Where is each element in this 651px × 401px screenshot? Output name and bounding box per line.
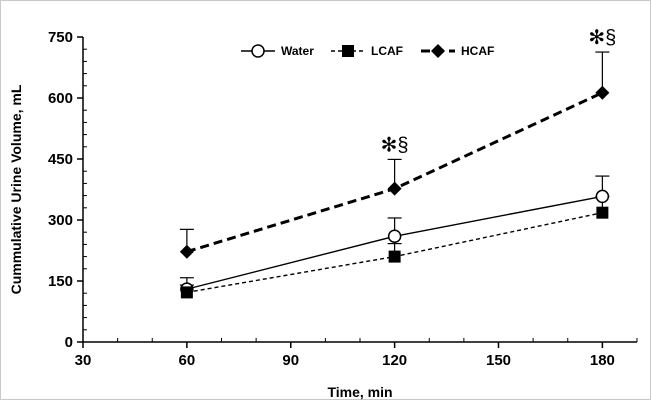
lcaf-data-point bbox=[180, 286, 193, 299]
x-tick-label: 30 bbox=[75, 352, 92, 369]
lcaf-data-point bbox=[388, 250, 401, 263]
y-axis-title: Cummulative Urine Volume, mL bbox=[8, 84, 24, 294]
hcaf-legend-label: HCAF bbox=[461, 44, 494, 58]
x-tick-label: 60 bbox=[179, 352, 196, 369]
y-tick-label: 450 bbox=[48, 151, 73, 168]
water-data-point bbox=[387, 229, 402, 244]
water-data-point bbox=[595, 189, 610, 204]
y-tick-label: 0 bbox=[65, 334, 73, 351]
series-markers bbox=[179, 85, 610, 299]
water-legend-label: Water bbox=[281, 44, 314, 58]
axes bbox=[77, 36, 638, 348]
lcaf-legend-label: LCAF bbox=[371, 44, 403, 58]
hcaf-legend-marker bbox=[431, 44, 445, 58]
significance-marker: ✻§ bbox=[381, 134, 409, 156]
y-tick-label: 150 bbox=[48, 273, 73, 290]
tick-labels: 0 150 300 450 600 750 30 60 90 120 150 180 bbox=[48, 29, 615, 369]
x-tick-label: 180 bbox=[590, 352, 615, 369]
x-tick-label: 150 bbox=[486, 352, 511, 369]
y-tick-label: 750 bbox=[48, 29, 73, 46]
lcaf-data-point bbox=[596, 206, 609, 219]
y-tick-label: 600 bbox=[48, 90, 73, 107]
hcaf-data-point bbox=[595, 85, 610, 100]
x-axis-title: Time, min bbox=[327, 384, 392, 400]
y-tick-label: 300 bbox=[48, 212, 73, 229]
hcaf-data-point bbox=[387, 181, 402, 196]
hcaf-data-point bbox=[179, 244, 194, 259]
significance-annotations: ✻§ ✻§ bbox=[381, 27, 617, 156]
water-legend-marker bbox=[251, 44, 265, 58]
lcaf-legend-marker bbox=[342, 45, 354, 57]
x-tick-label: 120 bbox=[382, 352, 407, 369]
legend: Water LCAF HCAF bbox=[241, 44, 494, 58]
significance-marker: ✻§ bbox=[588, 27, 616, 49]
x-tick-label: 90 bbox=[282, 352, 299, 369]
